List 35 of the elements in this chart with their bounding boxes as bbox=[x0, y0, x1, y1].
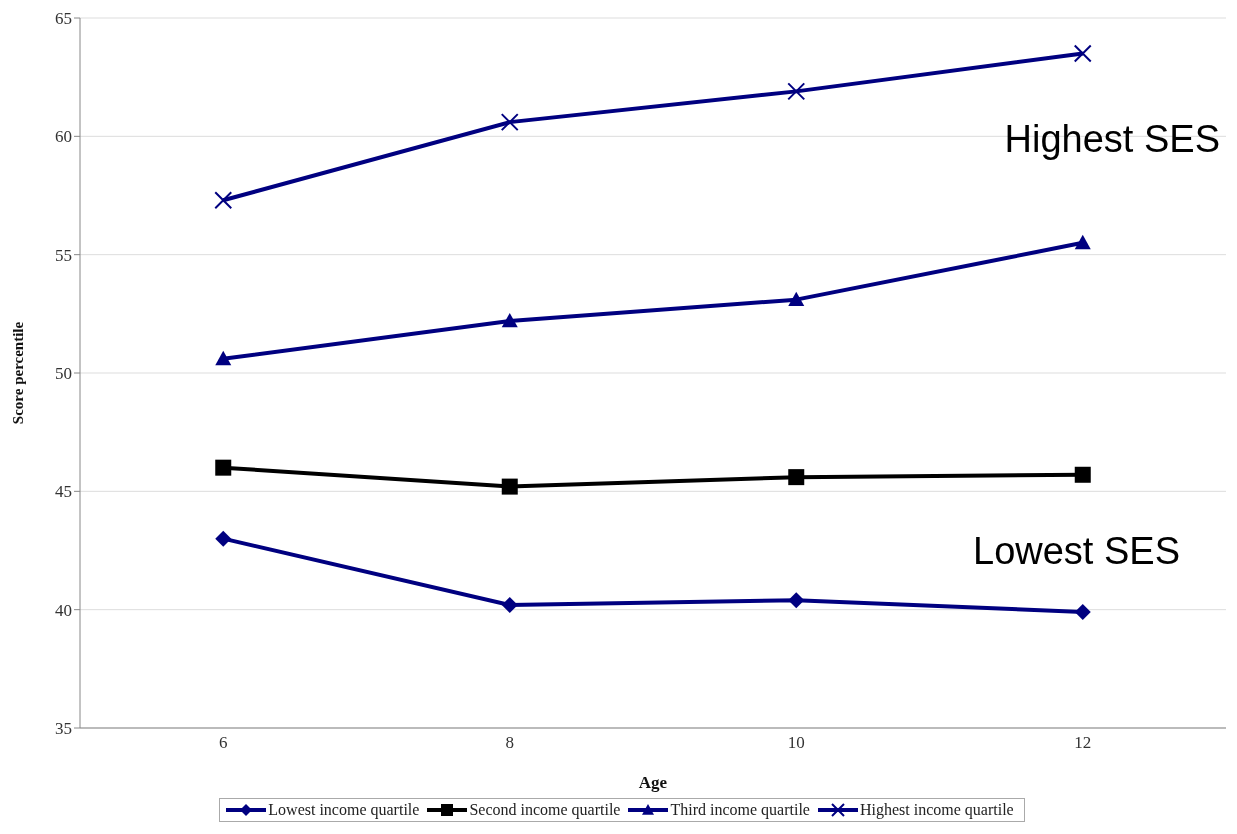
legend-label: Highest income quartile bbox=[859, 801, 1014, 819]
x-tick-label: 8 bbox=[505, 733, 514, 753]
point bbox=[1074, 604, 1091, 621]
y-axis-title: Score percentile bbox=[10, 321, 27, 425]
legend-label: Second income quartile bbox=[469, 801, 621, 819]
y-tick-label: 60 bbox=[55, 127, 72, 147]
x-axis-title: Age bbox=[638, 773, 668, 792]
y-tick-label: 50 bbox=[55, 364, 72, 384]
point bbox=[788, 592, 805, 609]
annotation: Lowest SES bbox=[973, 530, 1180, 573]
y-tick-label: 55 bbox=[55, 245, 72, 265]
point bbox=[788, 469, 805, 486]
point bbox=[501, 596, 518, 613]
x-tick-label: 6 bbox=[219, 733, 228, 753]
point bbox=[215, 350, 232, 366]
x-tick-label: 12 bbox=[1074, 733, 1092, 753]
y-tick-label: 40 bbox=[55, 600, 72, 620]
point bbox=[788, 291, 805, 307]
point bbox=[500, 113, 519, 132]
annotation: Highest SES bbox=[1004, 118, 1220, 161]
legend-label: Lowest income quartile bbox=[268, 801, 420, 819]
point bbox=[1074, 466, 1091, 483]
y-tick-label: 45 bbox=[55, 482, 72, 502]
point bbox=[501, 312, 518, 328]
x-tick-label: 10 bbox=[787, 733, 805, 753]
legend-label: Third income quartile bbox=[670, 801, 810, 819]
point bbox=[215, 530, 232, 547]
y-tick-label: 35 bbox=[55, 719, 72, 739]
point bbox=[1073, 44, 1092, 63]
point bbox=[501, 478, 518, 495]
point bbox=[214, 191, 233, 210]
point bbox=[787, 82, 806, 101]
y-tick-label: 65 bbox=[55, 9, 72, 29]
point bbox=[1074, 234, 1091, 250]
point bbox=[215, 459, 232, 476]
